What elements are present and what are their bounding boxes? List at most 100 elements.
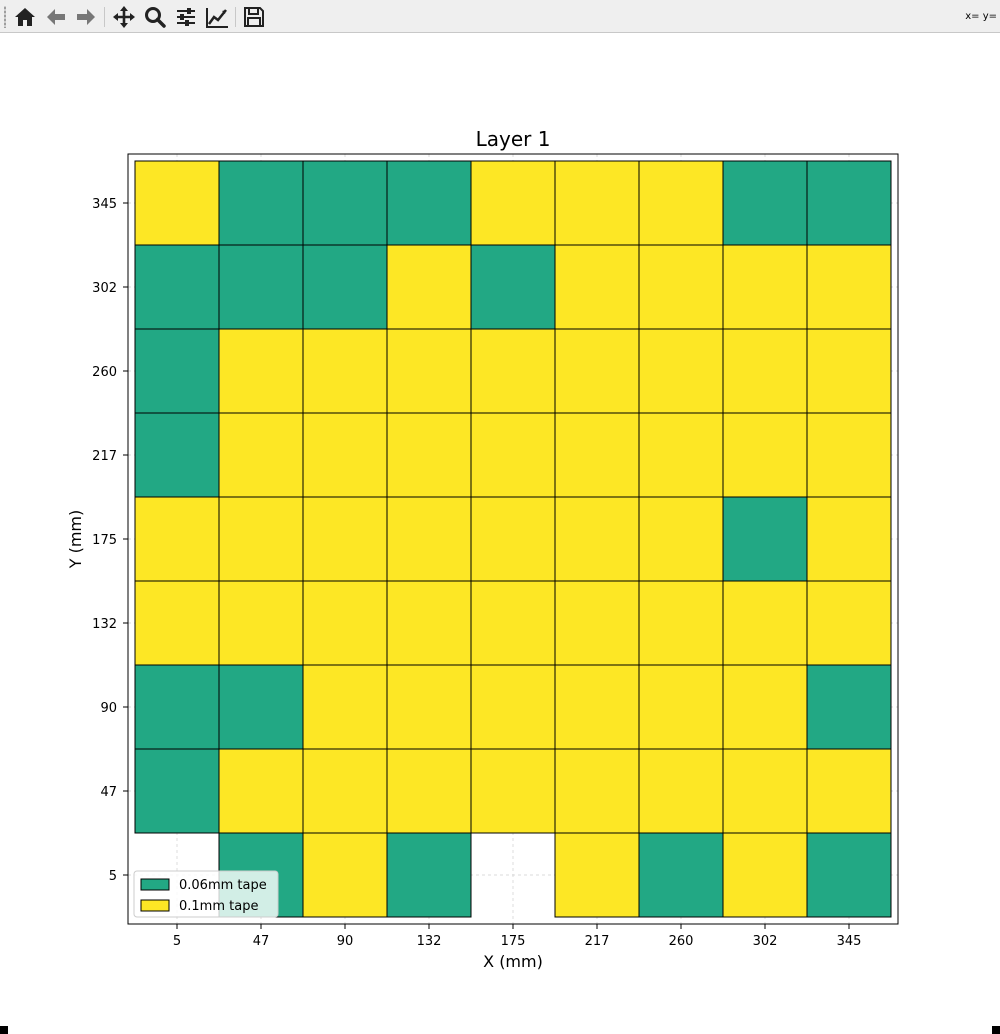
heatmap-cell bbox=[554, 496, 640, 582]
heatmap-cell bbox=[554, 160, 640, 246]
heatmap-cell bbox=[638, 748, 724, 834]
heatmap-cell bbox=[218, 664, 304, 750]
heatmap-cell bbox=[302, 664, 388, 750]
heatmap-cell bbox=[638, 832, 724, 918]
heatmap-cell bbox=[302, 832, 388, 918]
heatmap-cell bbox=[302, 580, 388, 666]
heatmap-cell bbox=[470, 496, 556, 582]
x-tick-label: 132 bbox=[417, 934, 442, 949]
legend-swatch bbox=[140, 899, 170, 912]
legend-swatch bbox=[140, 878, 170, 891]
y-tick-label: 47 bbox=[100, 785, 117, 800]
heatmap-cell bbox=[218, 496, 304, 582]
heatmap-cell bbox=[134, 412, 220, 498]
heatmap-cell bbox=[722, 580, 808, 666]
x-tick-label: 345 bbox=[837, 934, 862, 949]
heatmap-cell bbox=[638, 412, 724, 498]
heatmap-cell bbox=[470, 748, 556, 834]
toolbar-separator bbox=[235, 7, 236, 27]
heatmap-cell bbox=[134, 328, 220, 414]
toolbar-grip[interactable] bbox=[4, 6, 6, 28]
configure-subplots-icon[interactable] bbox=[172, 3, 200, 31]
chart-title: Layer 1 bbox=[476, 127, 551, 151]
heatmap-cell bbox=[722, 412, 808, 498]
heatmap-cell bbox=[554, 664, 640, 750]
legend-label: 0.06mm tape bbox=[179, 878, 267, 893]
heatmap-cell bbox=[302, 244, 388, 330]
legend: 0.06mm tape 0.1mm tape bbox=[133, 870, 279, 918]
heatmap-cell bbox=[806, 160, 892, 246]
heatmap-cell bbox=[470, 580, 556, 666]
heatmap-cell bbox=[554, 748, 640, 834]
heatmap-cell bbox=[806, 580, 892, 666]
heatmap-cell bbox=[806, 832, 892, 918]
heatmap-cell bbox=[554, 244, 640, 330]
heatmap-cell bbox=[806, 328, 892, 414]
back-icon[interactable] bbox=[42, 3, 70, 31]
x-tick-label: 302 bbox=[753, 934, 778, 949]
heatmap-cell bbox=[302, 412, 388, 498]
heatmap-cell bbox=[134, 580, 220, 666]
figure-canvas[interactable]: 5 47 90 132 175 217 260 302 345 5 47 90 132 175 217 260… bbox=[0, 34, 1000, 1034]
save-icon[interactable] bbox=[240, 3, 268, 31]
heatmap-cell bbox=[638, 496, 724, 582]
heatmap-cell bbox=[386, 496, 472, 582]
heatmap-cell bbox=[302, 328, 388, 414]
x-axis-label: X (mm) bbox=[483, 952, 543, 971]
heatmap-cell bbox=[806, 412, 892, 498]
heatmap-cell bbox=[218, 244, 304, 330]
canvas-corner bbox=[0, 1026, 8, 1034]
heatmap-cell bbox=[722, 748, 808, 834]
heatmap-cell bbox=[470, 244, 556, 330]
heatmap-cell bbox=[134, 664, 220, 750]
heatmap-cell bbox=[386, 328, 472, 414]
heatmap-cell bbox=[470, 412, 556, 498]
heatmap-cell bbox=[134, 160, 220, 246]
x-tick-label: 175 bbox=[501, 934, 526, 949]
heatmap-cell bbox=[218, 580, 304, 666]
heatmap-cell bbox=[554, 328, 640, 414]
legend-label: 0.1mm tape bbox=[179, 899, 258, 914]
heatmap-cell bbox=[638, 328, 724, 414]
heatmap-cell bbox=[218, 328, 304, 414]
x-tick-label: 47 bbox=[253, 934, 270, 949]
ticks: 5 47 90 132 175 217 260 302 345 5 47 90 132 175 217 260… bbox=[92, 197, 861, 949]
zoom-icon[interactable] bbox=[141, 3, 169, 31]
y-tick-label: 260 bbox=[92, 365, 117, 380]
heatmap-cell bbox=[806, 748, 892, 834]
heatmap-cell bbox=[302, 748, 388, 834]
y-tick-label: 5 bbox=[109, 869, 117, 884]
heatmap-cell bbox=[470, 664, 556, 750]
heatmap-cell bbox=[302, 160, 388, 246]
x-tick-label: 5 bbox=[173, 934, 181, 949]
heatmap-cell bbox=[722, 160, 808, 246]
heatmap-cell bbox=[638, 580, 724, 666]
heatmap-cell bbox=[218, 412, 304, 498]
y-tick-label: 175 bbox=[92, 533, 117, 548]
home-icon[interactable] bbox=[11, 3, 39, 31]
y-tick-label: 302 bbox=[92, 281, 117, 296]
heatmap-cell bbox=[386, 160, 472, 246]
heatmap-cell bbox=[218, 160, 304, 246]
heatmap-cell bbox=[134, 748, 220, 834]
heatmap-cell bbox=[554, 580, 640, 666]
heatmap-cell bbox=[134, 496, 220, 582]
heatmap-cell bbox=[386, 832, 472, 918]
heatmap-cell bbox=[386, 412, 472, 498]
canvas-corner bbox=[992, 1026, 1000, 1034]
legend-box bbox=[133, 870, 279, 918]
heatmap-cell bbox=[134, 244, 220, 330]
heatmap-cell bbox=[386, 580, 472, 666]
forward-icon[interactable] bbox=[72, 3, 100, 31]
heatmap-cell bbox=[722, 664, 808, 750]
heatmap-cell bbox=[470, 160, 556, 246]
y-tick-label: 132 bbox=[92, 617, 117, 632]
pan-icon[interactable] bbox=[110, 3, 138, 31]
x-tick-label: 217 bbox=[585, 934, 610, 949]
heatmap-cell bbox=[218, 748, 304, 834]
heatmap-cell bbox=[806, 664, 892, 750]
y-tick-label: 217 bbox=[92, 449, 117, 464]
x-tick-label: 260 bbox=[669, 934, 694, 949]
heatmap-cell bbox=[638, 160, 724, 246]
edit-axis-icon[interactable] bbox=[203, 3, 231, 31]
